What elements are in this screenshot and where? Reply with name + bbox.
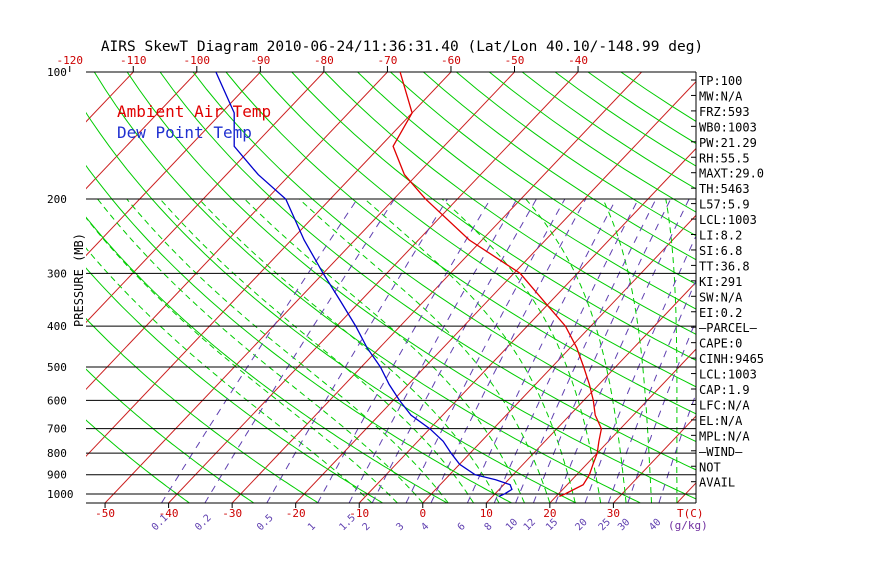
index-label: AVAIL bbox=[699, 476, 735, 490]
pressure-tick-label: 800 bbox=[47, 447, 67, 460]
pressure-tick-label: 400 bbox=[47, 320, 67, 333]
moist-adiabat bbox=[666, 199, 677, 503]
index-label: WB0:1003 bbox=[699, 120, 757, 134]
mixing-ratio-tick-label: 10 bbox=[504, 517, 520, 533]
index-label: LCL:1003 bbox=[699, 213, 757, 227]
isotherm-line bbox=[740, 72, 870, 503]
moist-adiabat bbox=[98, 199, 423, 503]
dry-adiabat bbox=[325, 72, 870, 503]
pressure-tick-label: 700 bbox=[47, 423, 67, 436]
mixing-ratio-tick-label: 2 bbox=[361, 521, 373, 533]
pressure-tick-label: 600 bbox=[47, 394, 67, 407]
index-label: —WIND— bbox=[699, 445, 743, 459]
index-label: L57:5.9 bbox=[699, 198, 750, 212]
dry-adiabat bbox=[358, 72, 870, 503]
isotherm-line bbox=[0, 72, 70, 503]
isotherm-line bbox=[486, 72, 870, 503]
index-label: KI:291 bbox=[699, 275, 742, 289]
mixing-ratio-tick-label: 20 bbox=[573, 517, 589, 533]
dry-adiabat bbox=[489, 72, 870, 503]
pressure-tick-label: 300 bbox=[47, 267, 67, 280]
index-label: TT:36.8 bbox=[699, 259, 750, 273]
temperature-profile bbox=[393, 72, 601, 496]
mixing-ratio-tick-label: 4 bbox=[419, 521, 431, 533]
isotherm-line bbox=[0, 72, 6, 503]
index-label: MW:N/A bbox=[699, 89, 743, 103]
mixing-ratio-tick-label: 1 bbox=[306, 521, 318, 533]
mixing-ratio-line bbox=[318, 199, 491, 503]
legend-dew: Dew Point Temp bbox=[117, 123, 252, 142]
index-label: TP:100 bbox=[699, 74, 742, 88]
index-label: CAP:1.9 bbox=[699, 383, 750, 397]
index-label: LCL:1003 bbox=[699, 368, 757, 382]
index-label: MAXT:29.0 bbox=[699, 167, 764, 181]
index-label: MPL:N/A bbox=[699, 429, 750, 443]
mixing-ratio-tick-label: 0.5 bbox=[255, 513, 276, 534]
top-temp-tick-label: -60 bbox=[441, 54, 461, 67]
index-label: EL:N/A bbox=[699, 414, 743, 428]
index-label: SW:N/A bbox=[699, 290, 743, 304]
bottom-temp-tick-label: 0 bbox=[419, 507, 426, 520]
mixing-ratio-tick-label: 6 bbox=[456, 521, 468, 533]
top-temp-tick-label: -90 bbox=[250, 54, 270, 67]
mixing-ratio-tick-label: 8 bbox=[483, 521, 495, 533]
top-temp-tick-label: -100 bbox=[184, 54, 211, 67]
index-label: LI:8.2 bbox=[699, 229, 742, 243]
mixing-ratio-line bbox=[494, 199, 638, 503]
index-label: RH:55.5 bbox=[699, 151, 750, 165]
bottom-temp-tick-label: -20 bbox=[286, 507, 306, 520]
mixing-ratio-line bbox=[205, 199, 395, 503]
index-label: EI:0.2 bbox=[699, 306, 742, 320]
pressure-tick-label: 1000 bbox=[47, 488, 74, 501]
mixing-ratio-tick-label: 3 bbox=[394, 521, 406, 533]
moist-adiabat bbox=[72, 199, 398, 503]
top-temp-tick-label: -110 bbox=[120, 54, 147, 67]
mixing-ratio-line bbox=[162, 199, 358, 503]
chart-title: AIRS SkewT Diagram 2010-06-24/11:36:31.4… bbox=[101, 39, 703, 55]
pressure-tick-label: 500 bbox=[47, 361, 67, 374]
pressure-tick-label: 900 bbox=[47, 469, 67, 482]
top-temp-tick-label: -80 bbox=[314, 54, 334, 67]
pressure-tick-label: 100 bbox=[47, 66, 67, 79]
top-temp-tick-label: -70 bbox=[377, 54, 397, 67]
top-temp-tick-label: -50 bbox=[505, 54, 525, 67]
bottom-temp-tick-label: -50 bbox=[95, 507, 115, 520]
isotherm-line bbox=[0, 72, 133, 503]
y-axis-label: PRESSURE (MB) bbox=[72, 233, 86, 327]
index-label: PW:21.29 bbox=[699, 136, 757, 150]
moist-adiabat bbox=[365, 199, 575, 503]
index-label: TH:5463 bbox=[699, 182, 750, 196]
mixing-ratio-tick-label: 0.2 bbox=[193, 513, 214, 534]
mixing-ratio-tick-label: 12 bbox=[522, 517, 538, 533]
index-label: NOT bbox=[699, 460, 721, 474]
index-label: —PARCEL— bbox=[699, 321, 758, 335]
mixing-ratio-line bbox=[349, 199, 517, 503]
index-label: LFC:N/A bbox=[699, 398, 750, 412]
mixing-ratio-unit: (g/kg) bbox=[668, 519, 708, 532]
index-label: CINH:9465 bbox=[699, 352, 764, 366]
top-temp-tick-label: -40 bbox=[568, 54, 588, 67]
top-temp-tick-label: -120 bbox=[56, 54, 83, 67]
index-label: SI:6.8 bbox=[699, 244, 742, 258]
mixing-ratio-tick-label: 40 bbox=[647, 517, 663, 533]
pressure-tick-label: 200 bbox=[47, 193, 67, 206]
mixing-ratio-line bbox=[516, 199, 656, 503]
bottom-temp-tick-label: 30 bbox=[607, 507, 620, 520]
index-label: FRZ:593 bbox=[699, 105, 750, 119]
bottom-temp-tick-label: 10 bbox=[480, 507, 493, 520]
bottom-temp-tick-label: -30 bbox=[222, 507, 242, 520]
bottom-temp-tick-label: 20 bbox=[543, 507, 556, 520]
moist-adiabat bbox=[160, 199, 473, 503]
legend-temp: Ambient Air Temp bbox=[117, 102, 271, 121]
index-label: CAPE:0 bbox=[699, 337, 742, 351]
